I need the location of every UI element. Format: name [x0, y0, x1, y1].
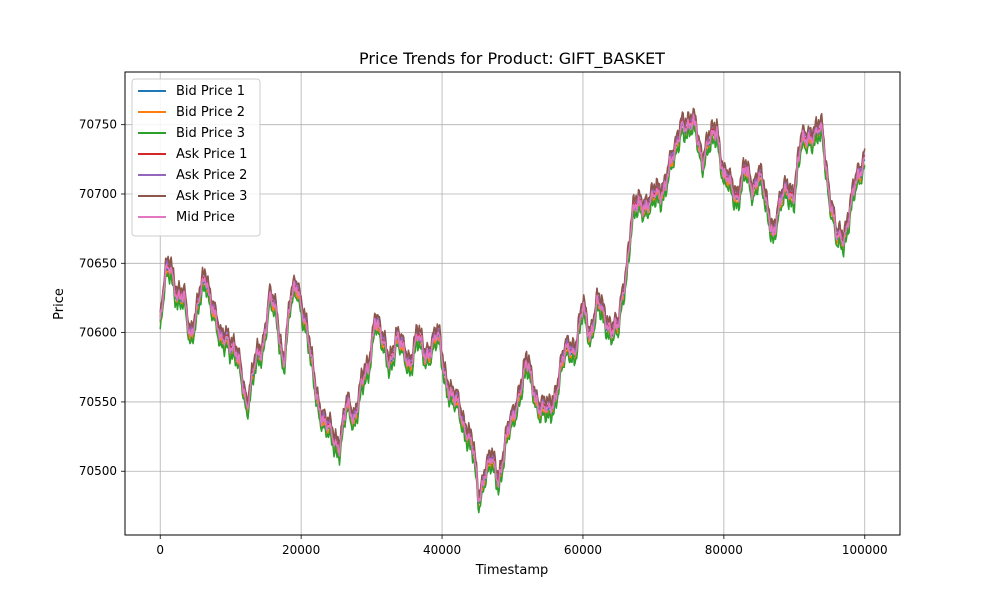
series-line [159, 107, 866, 497]
axis-ticks: 0 20000 40000 60000 80000 100000 70500 70550 706… [79, 118, 888, 557]
x-tick-label: 100000 [842, 543, 888, 557]
x-tick-label: 20000 [282, 543, 320, 557]
x-tick-label: 60000 [564, 543, 602, 557]
y-tick-label: 70600 [79, 326, 117, 340]
y-tick-label: 70500 [79, 464, 117, 478]
y-tick-label: 70550 [79, 395, 117, 409]
chart-title: Price Trends for Product: GIFT_BASKET [359, 49, 665, 69]
x-tick-label: 40000 [423, 543, 461, 557]
legend-label: Ask Price 1 [176, 147, 247, 162]
series-line [159, 113, 866, 503]
y-axis-label: Price [52, 288, 67, 320]
plot-frame [124, 71, 901, 536]
legend-label: Bid Price 2 [176, 105, 245, 120]
legend-label: Bid Price 1 [176, 84, 245, 99]
x-tick-label: 80000 [705, 543, 743, 557]
grid-lines [125, 72, 900, 535]
legend-label: Ask Price 3 [176, 189, 247, 204]
x-axis-label: Timestamp [475, 563, 549, 578]
y-tick-label: 70750 [79, 118, 117, 132]
y-tick-label: 70700 [79, 187, 117, 201]
legend-label: Bid Price 3 [176, 126, 245, 141]
legend-label: Ask Price 2 [176, 168, 247, 183]
y-tick-label: 70650 [79, 256, 117, 270]
legend-label: Mid Price [176, 210, 235, 225]
x-tick-label: 0 [156, 543, 164, 557]
legend: Bid Price 1 Bid Price 2 Bid Price 3 Ask Pri… [131, 78, 261, 237]
series-lines [159, 107, 866, 514]
